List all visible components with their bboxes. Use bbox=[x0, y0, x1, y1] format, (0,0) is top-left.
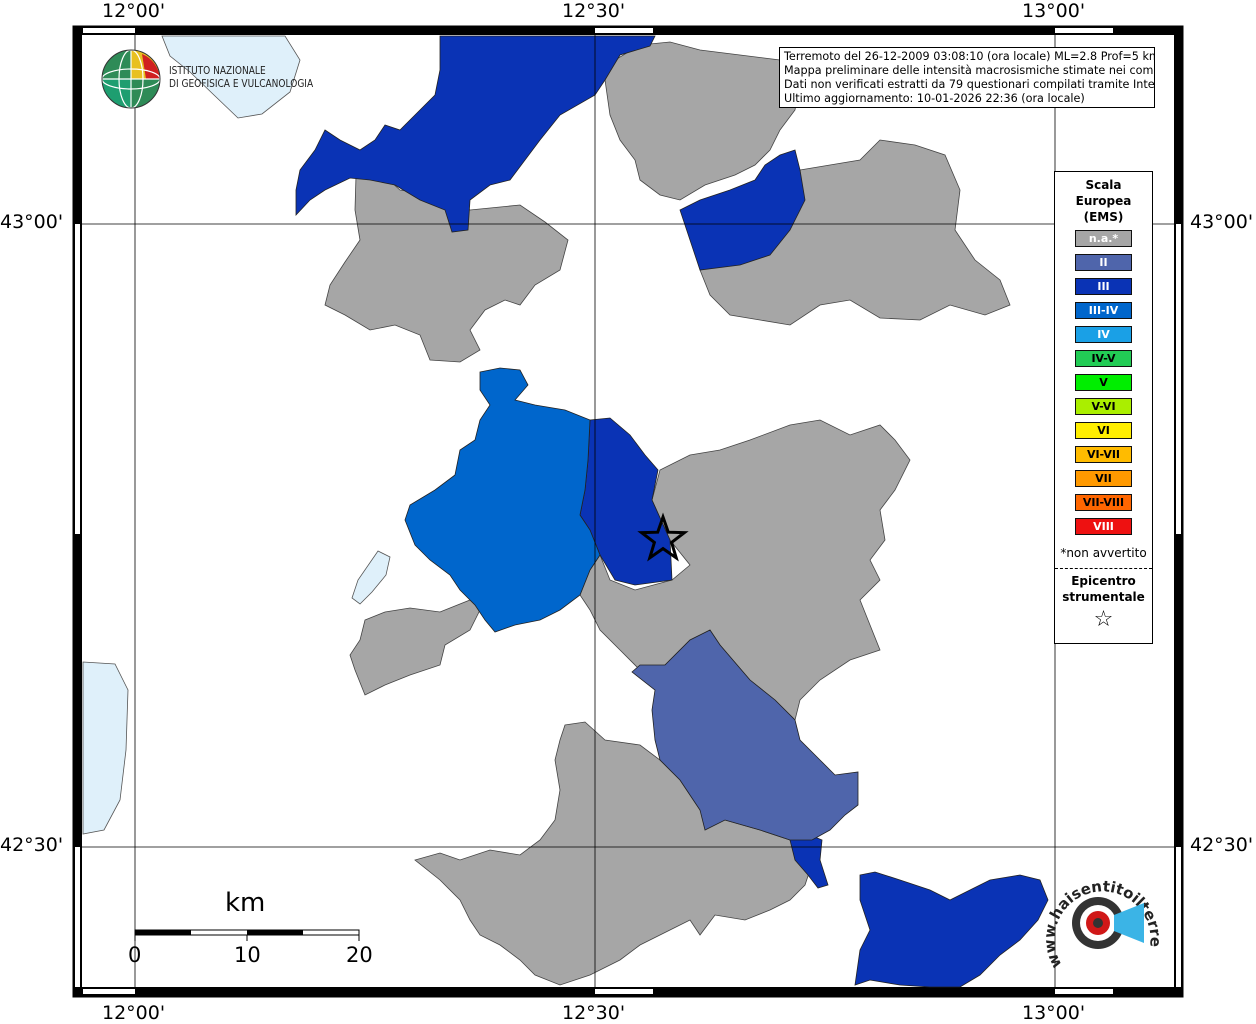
scale-label-0: 0 bbox=[128, 943, 142, 967]
legend-title: Scala Europea (EMS) bbox=[1055, 177, 1152, 225]
ingv-logo-text: ISTITUTO NAZIONALE DI GEOFISICA E VULCAN… bbox=[169, 64, 313, 90]
lake-small bbox=[351, 550, 391, 605]
region-ems-ii bbox=[631, 629, 859, 841]
lat-label-left-4300: 43°00' bbox=[0, 211, 64, 233]
legend-title-line-2: Europea bbox=[1075, 194, 1132, 208]
ingv-line-2: DI GEOFISICA E VULCANOLOGIA bbox=[169, 77, 314, 90]
region-na-north-west bbox=[324, 171, 569, 363]
lon-label-top-1230: 12°30' bbox=[562, 0, 626, 22]
lat-label-left-4230: 42°30' bbox=[0, 834, 64, 856]
target-megaphone-icon bbox=[1072, 897, 1144, 949]
lon-label-bottom-1300: 13°00' bbox=[1022, 1002, 1086, 1024]
ingv-line-1: ISTITUTO NAZIONALE bbox=[169, 64, 266, 77]
legend-title-line-1: Scala bbox=[1085, 178, 1122, 192]
lon-label-bottom-1230: 12°30' bbox=[562, 1002, 626, 1024]
lat-label-right-4300: 43°00' bbox=[1190, 211, 1254, 233]
scale-label-20: 20 bbox=[346, 943, 373, 967]
ingv-logo bbox=[100, 48, 310, 110]
lon-label-bottom-1200: 12°00' bbox=[102, 1002, 166, 1024]
legend-epicenter-label: Epicentro strumentale bbox=[1055, 573, 1152, 605]
legend-swatch-iv-v: IV-V bbox=[1075, 350, 1132, 367]
lake-trasimeno-area bbox=[161, 35, 301, 119]
legend: Scala Europea (EMS) n.a.* II III III-IV IV IV… bbox=[1054, 171, 1153, 644]
region-na-north-east bbox=[604, 41, 801, 201]
info-line-1: Terremoto del 26-12-2009 03:08:10 (ora l… bbox=[784, 50, 1155, 63]
legend-swatch-vii-viii: VII-VIII bbox=[1075, 494, 1132, 511]
haisentito-logo: www.haisentitoilterremoto.it bbox=[1032, 841, 1175, 980]
lon-label-top-1300: 13°00' bbox=[1022, 0, 1086, 22]
legend-swatch-vi: VI bbox=[1075, 422, 1132, 439]
legend-swatch-n-a: n.a.* bbox=[1075, 230, 1132, 247]
legend-swatch-iii-iv: III-IV bbox=[1075, 302, 1132, 319]
legend-swatch-ii: II bbox=[1075, 254, 1132, 271]
lon-label-top-1200: 12°00' bbox=[102, 0, 166, 22]
region-ems-iii-north-east bbox=[679, 149, 806, 271]
legend-star-icon: ☆ bbox=[1093, 607, 1114, 632]
region-na-east bbox=[699, 139, 1011, 326]
legend-epicenter-line-1: Epicentro bbox=[1071, 574, 1136, 588]
ingv-globe-icon bbox=[101, 49, 161, 109]
info-line-2: Mappa preliminare delle intensità macros… bbox=[784, 64, 1155, 77]
legend-note: *non avvertito bbox=[1060, 546, 1147, 560]
region-ems-iii-iv bbox=[404, 367, 601, 633]
legend-separator bbox=[1055, 568, 1152, 569]
legend-epicenter-line-2: strumentale bbox=[1062, 590, 1145, 604]
region-ems-iii-north bbox=[295, 35, 656, 233]
legend-swatch-iii: III bbox=[1075, 278, 1132, 295]
legend-swatch-v: V bbox=[1075, 374, 1132, 391]
lat-label-right-4230: 42°30' bbox=[1190, 834, 1254, 856]
legend-swatch-vi-vii: VI-VII bbox=[1075, 446, 1132, 463]
scale-bar-title: km bbox=[225, 888, 266, 918]
legend-swatch-vii: VII bbox=[1075, 470, 1132, 487]
info-line-3: Dati non verificati estratti da 79 quest… bbox=[784, 78, 1155, 91]
epicenter-star-icon bbox=[637, 512, 689, 562]
info-box: Terremoto del 26-12-2009 03:08:10 (ora l… bbox=[779, 47, 1155, 108]
scale-label-10: 10 bbox=[234, 943, 261, 967]
legend-title-line-3: (EMS) bbox=[1083, 210, 1124, 224]
info-line-4: Ultimo aggiornamento: 10-01-2026 22:36 (… bbox=[784, 92, 1085, 105]
region-na-west bbox=[349, 599, 481, 696]
lake-bolsena-area bbox=[82, 661, 129, 835]
scale-bar bbox=[134, 929, 360, 941]
legend-swatch-v-vi: V-VI bbox=[1075, 398, 1132, 415]
legend-swatch-viii: VIII bbox=[1075, 518, 1132, 535]
legend-swatch-iv: IV bbox=[1075, 326, 1132, 343]
region-ems-iii-south-east bbox=[854, 871, 1049, 988]
